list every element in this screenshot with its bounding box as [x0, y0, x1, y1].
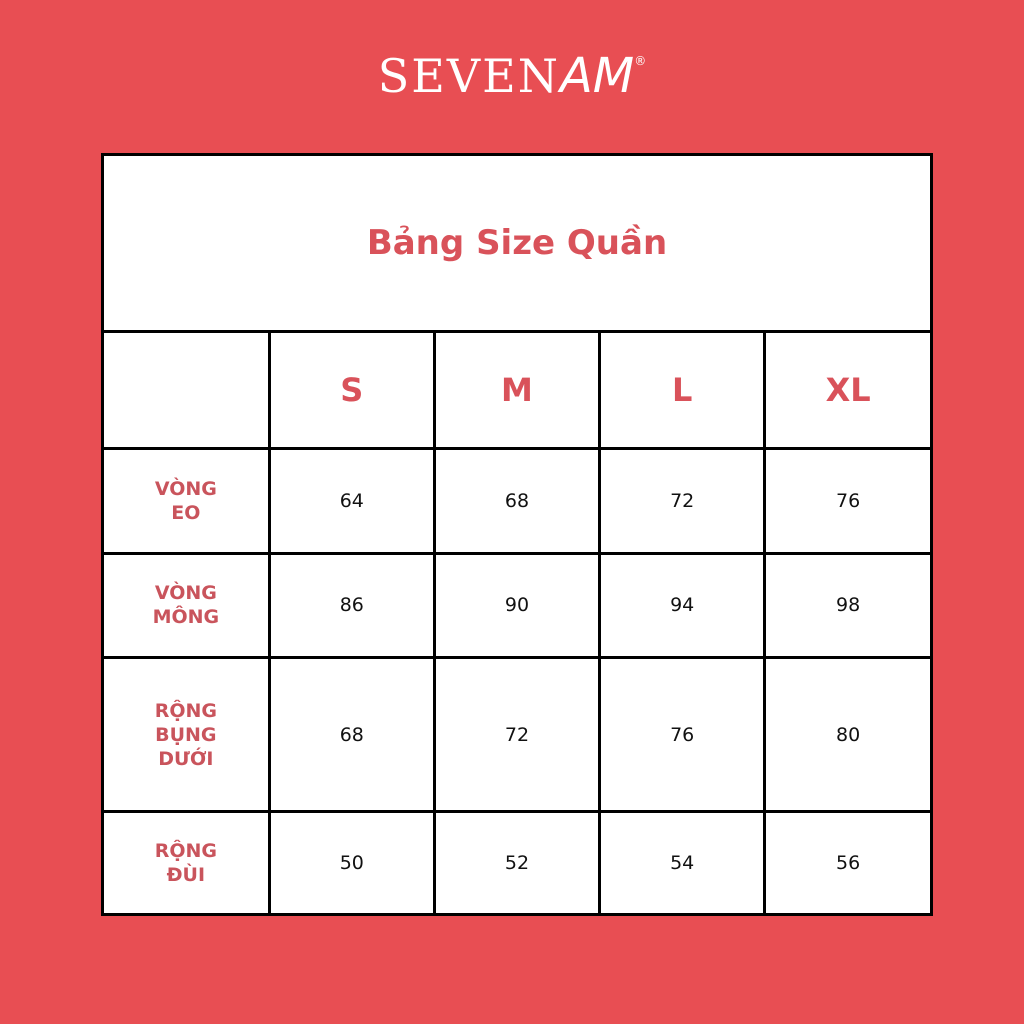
table-cell: 94	[598, 551, 767, 660]
page-title: Bảng Size Quần	[104, 156, 930, 333]
registered-mark: ®	[634, 54, 647, 68]
logo-script: AM	[559, 48, 635, 104]
header-cell	[104, 333, 271, 450]
table-cell: 72	[598, 447, 767, 555]
table-row: VÒNG EO 64 68 72 76	[104, 447, 930, 555]
table-cell: 68	[432, 447, 602, 555]
table-cell: 86	[267, 551, 436, 660]
logo-text: SEVEN	[377, 49, 560, 103]
table-row: VÒNG MÔNG 86 90 94 98	[104, 551, 930, 660]
row-label: RỘNG ĐÙI	[104, 809, 271, 913]
table-cell: 64	[267, 447, 436, 555]
header-cell: M	[432, 333, 602, 450]
table-row: RỘNG BỤNG DƯỚI 68 72 76 80	[104, 656, 930, 813]
table-cell: 56	[763, 809, 930, 913]
header-row: S M L XL	[104, 333, 930, 450]
table-cell: 52	[432, 809, 602, 913]
header-cell: S	[267, 333, 436, 450]
table-cell: 90	[432, 551, 602, 660]
table-cell: 68	[267, 656, 436, 813]
row-label: RỘNG BỤNG DƯỚI	[104, 656, 271, 813]
table-cell: 80	[763, 656, 930, 813]
table-cell: 54	[598, 809, 767, 913]
size-chart-card: Bảng Size Quần S M L XL VÒNG EO 64 68 72…	[101, 153, 933, 916]
size-table: S M L XL VÒNG EO 64 68 72 76 VÒNG MÔNG 8…	[104, 333, 930, 913]
brand-logo: SEVENAM®	[0, 48, 1024, 104]
table-row: RỘNG ĐÙI 50 52 54 56	[104, 809, 930, 913]
table-cell: 76	[763, 447, 930, 555]
row-label: VÒNG MÔNG	[104, 551, 271, 660]
header-cell: XL	[763, 333, 930, 450]
table-cell: 98	[763, 551, 930, 660]
row-label: VÒNG EO	[104, 447, 271, 555]
table-cell: 76	[598, 656, 767, 813]
table-cell: 72	[432, 656, 602, 813]
table-cell: 50	[267, 809, 436, 913]
header-cell: L	[598, 333, 767, 450]
